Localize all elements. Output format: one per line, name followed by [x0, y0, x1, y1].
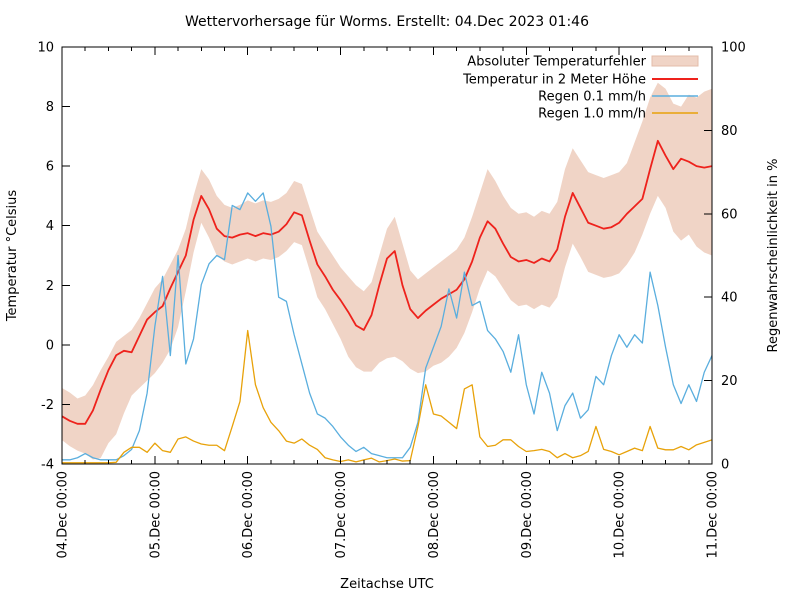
y-tick-label-left: 4: [46, 219, 54, 234]
y-tick-label-left: -4: [41, 458, 54, 473]
legend: Absoluter Temperaturfehler Temperatur in …: [462, 55, 699, 122]
legend-label: Regen 0.1 mm/h: [538, 90, 646, 105]
y-tick-label-left: 2: [46, 279, 54, 294]
y-tick-label-right: 100: [721, 41, 746, 56]
axes-layer: 04.Dec 00:00 05.Dec 00:00 06.Dec 00:00 07.D…: [37, 41, 745, 559]
series-line-rain_01mmh: [62, 192, 712, 461]
x-tick-label: 07.Dec 00:00: [334, 471, 349, 558]
legend-entry-temperature_error: Absoluter Temperaturfehler: [467, 55, 699, 70]
y-axis-label-right: Regenwahrscheinlichkeit in %: [766, 159, 781, 353]
y-axis-label-left: Temperatur °Celsius: [5, 190, 20, 323]
x-tick-label: 11.Dec 00:00: [706, 471, 721, 558]
y-tick-label-right: 20: [721, 374, 738, 389]
x-tick-label: 08.Dec 00:00: [427, 471, 442, 558]
y-tick-label-right: 60: [721, 207, 738, 222]
x-axis-label: Zeitachse UTC: [340, 577, 434, 592]
series-line-temperature_2m: [62, 139, 712, 425]
y-tick-label-left: 0: [46, 338, 54, 353]
chart-title: Wettervorhersage für Worms. Erstellt: 04…: [185, 14, 589, 30]
temperature-error-band-layer: [62, 82, 712, 460]
x-tick-label: 05.Dec 00:00: [148, 471, 163, 558]
error-band-polygon: [62, 82, 712, 460]
legend-entry-temperature_2m: Temperatur in 2 Meter Höhe: [462, 73, 698, 88]
x-tick-label: 04.Dec 00:00: [56, 471, 71, 558]
y-tick-label-left: 6: [46, 160, 54, 175]
y-tick-label-left: 8: [46, 100, 54, 115]
x-tick-label: 10.Dec 00:00: [613, 471, 628, 558]
y-tick-label-left: 10: [37, 41, 54, 56]
y-tick-label-left: -2: [41, 398, 54, 413]
legend-label: Absoluter Temperaturfehler: [467, 55, 646, 70]
legend-entry-rain_01mmh: Regen 0.1 mm/h: [538, 90, 698, 105]
legend-label: Regen 1.0 mm/h: [538, 107, 646, 122]
y-tick-label-right: 0: [721, 458, 729, 473]
x-tick-label: 09.Dec 00:00: [520, 471, 535, 558]
x-tick-label: 06.Dec 00:00: [241, 471, 256, 558]
legend-band-swatch: [651, 55, 699, 67]
legend-entry-rain_10mmh: Regen 1.0 mm/h: [538, 107, 698, 122]
y-tick-label-right: 80: [721, 124, 738, 139]
y-tick-label-right: 40: [721, 291, 738, 306]
plot-border: [61, 46, 713, 465]
legend-label: Temperatur in 2 Meter Höhe: [462, 73, 646, 88]
